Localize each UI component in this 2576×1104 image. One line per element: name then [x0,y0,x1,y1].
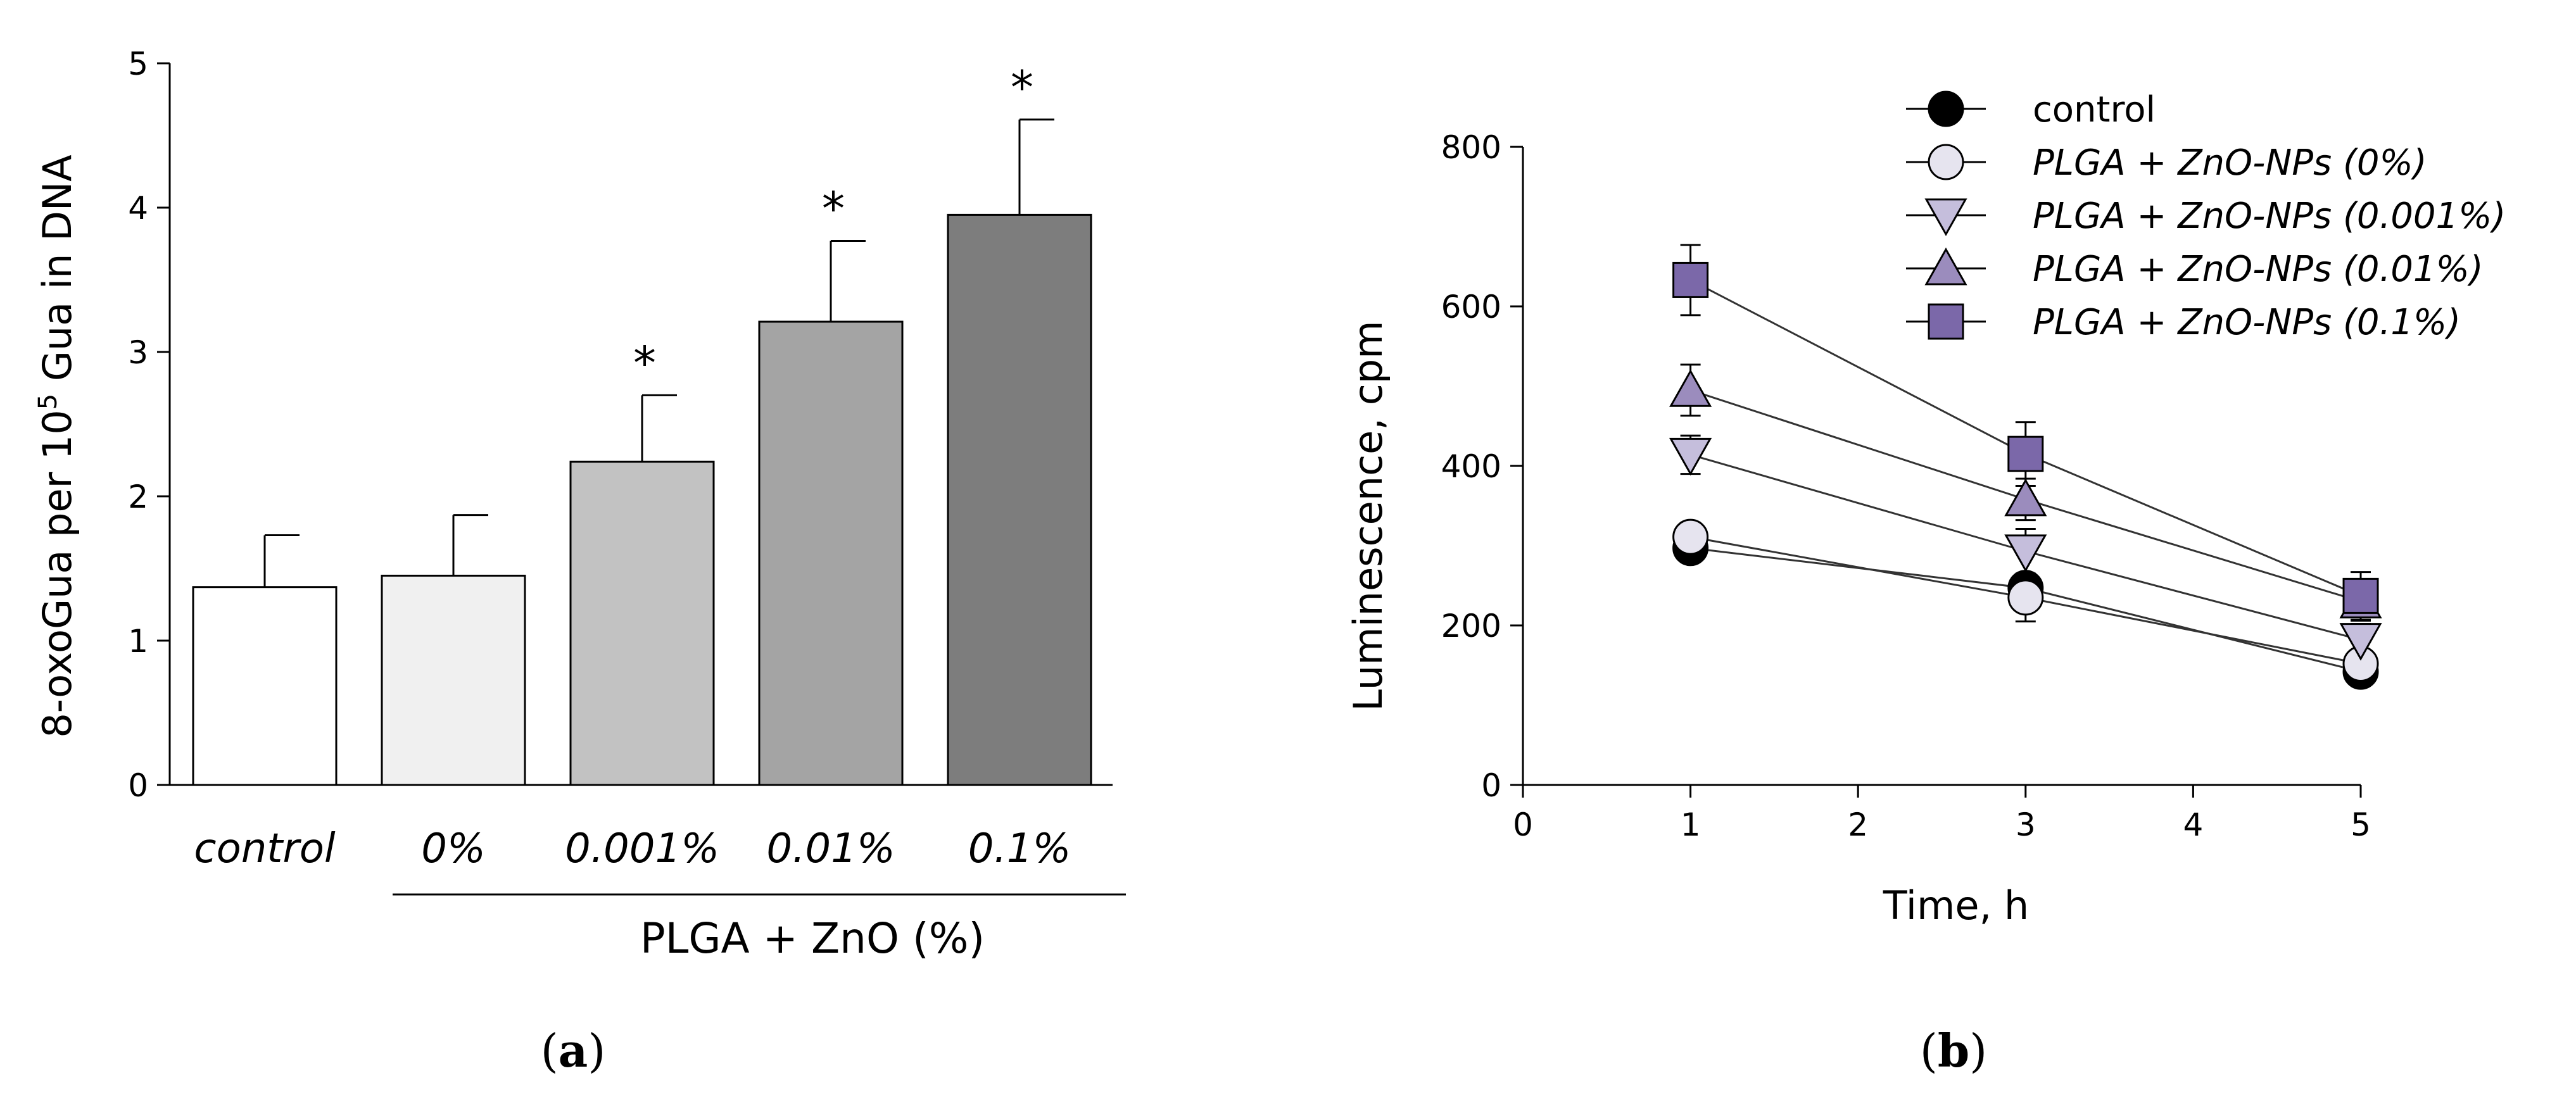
chart-b-x-tick-label: 5 [2351,806,2371,843]
chart-a-bar: 8-oxoGua per 105 Gua in DNA PLGA + ZnO (… [34,46,1126,963]
chart-a-y-label-sup: 5 [34,394,63,410]
chart-b-point-s4-0 [1672,261,1709,298]
chart-b-legend-label-0: control [2033,89,2156,130]
chart-a-bar-0 [192,586,338,786]
chart-b-legend-marker-0 [1928,91,1964,127]
chart-a-bar-3 [758,320,904,786]
chart-b-y-tick-label: 600 [1441,289,1501,325]
chart-b-legend-marker-1 [1928,144,1964,180]
chart-a-y-tick-label: 3 [128,334,148,371]
chart-b-y-axis-label: Luminescence, cpm [1345,320,1391,711]
chart-a-y-tick-label: 0 [128,767,148,804]
chart-a-bar-4 [947,213,1092,786]
chart-a-group-label: PLGA + ZnO (%) [640,914,985,963]
chart-b-line: Luminescence, cpm Time, h 0 200 400 600 800 0… [1345,89,2506,929]
chart-b-legend-marker-4 [1928,303,1964,340]
chart-a-y-label-pre: 8-oxoGua per 10 [34,410,80,737]
chart-b-legend-label-3: PLGA + ZnO-NPs (0.01%) [2033,249,2484,290]
chart-b-x-tick-label: 4 [2183,806,2203,843]
chart-a-category-label: 0.01% [766,825,895,872]
chart-a-bar-1 [381,574,526,786]
chart-b-point-s4-2 [2342,577,2379,614]
chart-a-category-label: control [194,825,335,872]
chart-a-y-tick-label: 4 [128,190,148,227]
chart-b-point-s2-2 [2339,623,2382,661]
chart-b-point-s3-0 [1669,369,1712,407]
chart-b-x-tick-label: 2 [1848,806,1868,843]
chart-b-point-s2-1 [2004,534,2047,572]
chart-a-category-label: 0% [421,825,486,872]
chart-b-point-s1-1 [2007,579,2044,616]
chart-b-y-tick-label: 200 [1441,608,1501,644]
chart-b-x-tick-label: 1 [1681,806,1701,843]
chart-b-legend-label-2: PLGA + ZnO-NPs (0.001%) [2033,196,2506,237]
chart-b-y-tick-label: 800 [1441,129,1501,166]
chart-a-y-axis-label: 8-oxoGua per 105 Gua in DNA [34,154,80,737]
chart-a-category-label: 0.1% [968,825,1071,872]
chart-a-significance-star: * [1011,61,1033,114]
chart-a-significance-star: * [633,336,656,389]
chart-a-y-label-post: Gua in DNA [34,154,80,394]
chart-b-legend: control PLGA + ZnO-NPs (0%) PLGA + ZnO-NPs… [1906,89,2506,343]
chart-a-category-label: 0.001% [565,825,719,872]
panel-a-label: (a) [541,1024,606,1077]
chart-b-point-s1-0 [1672,518,1709,555]
panel-b-letter: b [1938,1024,1969,1077]
chart-b-y-tick-label: 400 [1441,448,1501,485]
chart-a-y-tick-label: 5 [128,46,148,82]
chart-b-point-s3-1 [2004,478,2047,517]
chart-b-legend-label-4: PLGA + ZnO-NPs (0.1%) [2033,302,2461,343]
chart-b-legend-label-1: PLGA + ZnO-NPs (0%) [2033,142,2427,184]
chart-a-bar-2 [569,460,715,786]
panel-a-letter: a [559,1024,588,1077]
chart-a-y-tick-label: 1 [128,623,148,660]
chart-b-x-tick-label: 0 [1513,806,1533,843]
panel-b-label: (b) [1920,1024,1988,1077]
chart-a-y-tick-label: 2 [128,479,148,515]
chart-a-significance-star: * [822,182,845,235]
chart-b-point-s4-1 [2007,436,2044,472]
chart-b-y-tick-label: 0 [1481,767,1501,804]
chart-b-x-tick-label: 3 [2016,806,2036,843]
chart-b-legend-marker-2 [1924,198,1967,237]
chart-b-legend-marker-3 [1924,247,1967,285]
chart-b-point-s2-0 [1669,437,1712,476]
chart-b-x-axis-label: Time, h [1883,882,2029,929]
